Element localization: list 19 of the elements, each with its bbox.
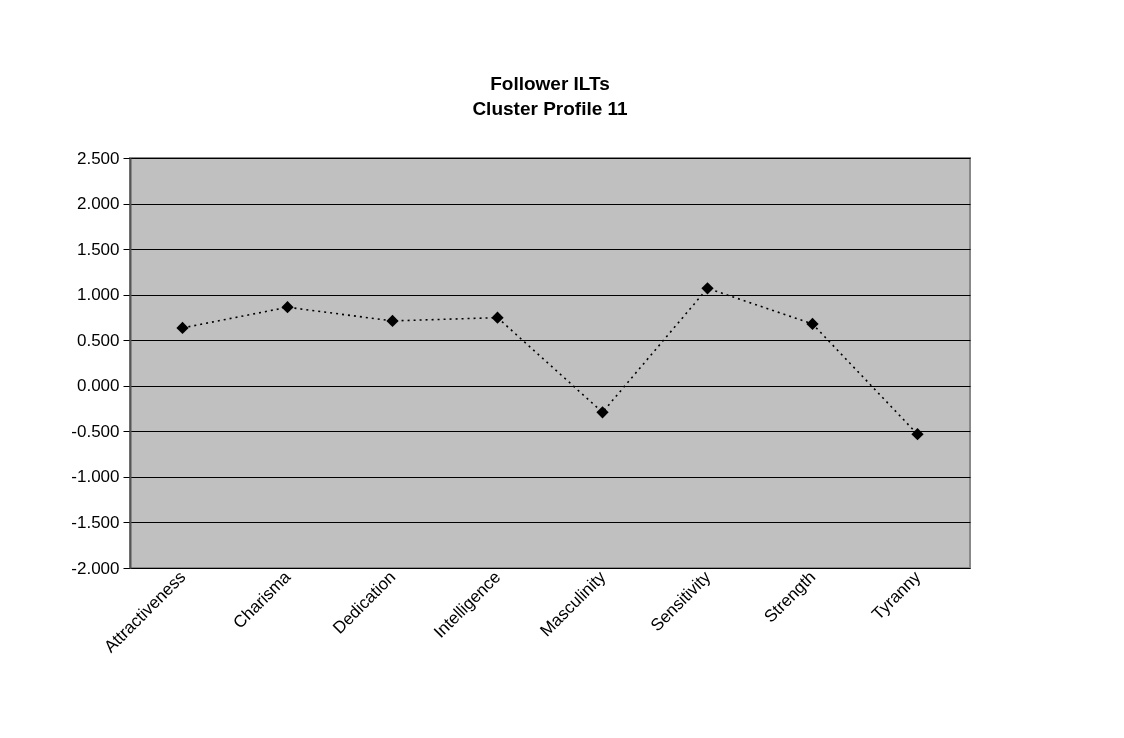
- point: [911, 428, 924, 441]
- y-tick-label: 0.500: [76, 330, 120, 350]
- point: [596, 406, 609, 419]
- y-tick-label: -2.000: [71, 558, 120, 578]
- y-tick-label: -1.500: [71, 512, 120, 532]
- point: [491, 311, 504, 324]
- point: [386, 314, 399, 328]
- point: [806, 317, 819, 331]
- point: [176, 321, 189, 335]
- chart-title: Follower ILTs Cluster Profile 11: [472, 73, 629, 119]
- y-tick-label: 1.000: [76, 285, 120, 305]
- point: [701, 282, 714, 295]
- y-tick-label: 1.500: [76, 239, 120, 259]
- y-tick-label: 0.000: [76, 376, 120, 396]
- y-tick-label: 2.000: [76, 194, 120, 214]
- point: [281, 301, 294, 314]
- y-tick-label: -1.000: [71, 467, 120, 487]
- y-tick-label: -0.500: [71, 421, 120, 441]
- y-tick-label: 2.500: [76, 148, 120, 168]
